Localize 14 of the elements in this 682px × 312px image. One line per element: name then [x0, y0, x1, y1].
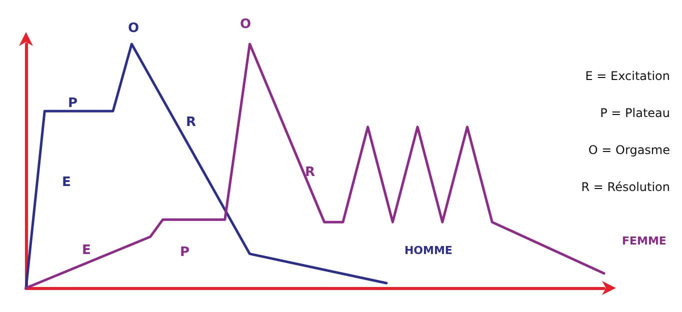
text: O [240, 17, 252, 32]
text: O [128, 21, 140, 36]
annotation: P [68, 96, 78, 111]
annotation: E [62, 175, 71, 190]
annotation: R = Résolution [581, 180, 670, 194]
annotation: O = Orgasme [588, 143, 670, 157]
annotation: P [180, 245, 190, 260]
annotation: P = Plateau [600, 106, 670, 120]
annotation: R [186, 115, 196, 130]
annotation: R [305, 165, 316, 180]
text: HOMME [404, 244, 452, 258]
annotation: E = Excitation [585, 69, 670, 83]
annotation: E [82, 243, 91, 258]
text: FEMME [622, 234, 666, 248]
